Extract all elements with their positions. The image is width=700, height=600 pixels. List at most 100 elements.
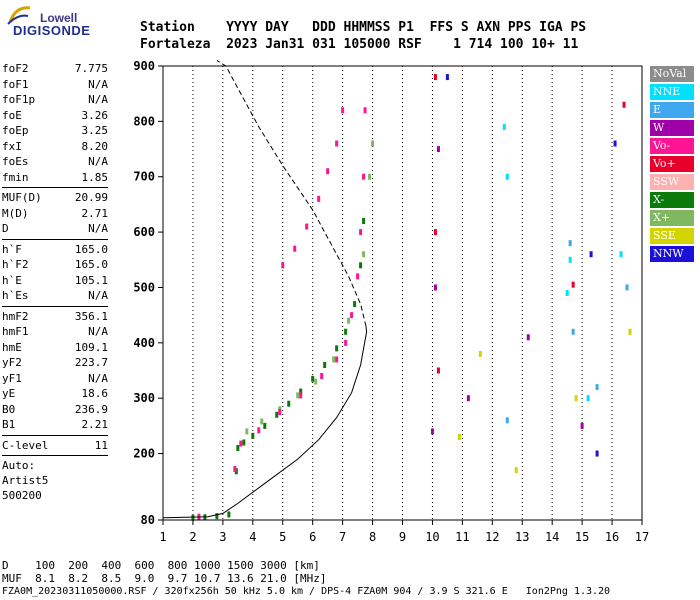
param-name: h`F xyxy=(2,242,22,256)
echo-point xyxy=(299,392,303,399)
param-row: D N/A xyxy=(2,221,108,237)
echo-point xyxy=(430,428,434,435)
param-value: N/A xyxy=(88,371,108,385)
divider xyxy=(2,434,108,436)
echo-point xyxy=(305,223,309,230)
param-value: N/A xyxy=(88,222,108,235)
param-name: foEp xyxy=(2,124,29,137)
param-row: h`F 165.0 xyxy=(2,242,108,258)
param-row: hmF2 356.1 xyxy=(2,309,108,325)
param-value: N/A xyxy=(88,155,108,168)
divider xyxy=(2,305,108,307)
echo-point xyxy=(227,511,231,518)
y-tick-label: 700 xyxy=(133,170,155,184)
x-tick-label: 15 xyxy=(575,530,589,544)
echo-point xyxy=(433,284,437,291)
param-name: hmE xyxy=(2,340,22,354)
y-tick-label: 600 xyxy=(133,225,155,239)
header-labels: Station YYYY DAY DDD HHMMSS P1 FFS S AXN… xyxy=(140,20,587,35)
param-row: foEp 3.25 xyxy=(2,123,108,139)
param-value: N/A xyxy=(88,325,108,338)
divider xyxy=(2,187,108,188)
param-value: 2.21 xyxy=(81,418,109,431)
param-value: N/A xyxy=(88,93,108,106)
chart-grid xyxy=(192,66,613,520)
param-row: hmE 109.1 xyxy=(2,340,108,356)
echo-point xyxy=(359,229,363,236)
y-tick-label: 500 xyxy=(133,280,155,294)
echo-point xyxy=(245,428,249,435)
legend-item-x-plus: X+ xyxy=(650,210,694,226)
param-value: 236.9 xyxy=(74,402,108,416)
param-row: MUF(D) 20.99 xyxy=(2,190,108,206)
param-value: 3.26 xyxy=(81,108,109,122)
echo-point xyxy=(341,107,345,114)
param-name: h`E xyxy=(2,273,22,287)
param-name: yE xyxy=(2,387,16,400)
echo-point xyxy=(257,427,261,434)
logo-lowell-text: Lowell xyxy=(40,11,78,25)
echo-point xyxy=(595,450,599,457)
param-row: B0 236.9 xyxy=(2,402,108,418)
legend-item-sse: SSE xyxy=(650,228,694,244)
x-tick-label: 14 xyxy=(545,530,559,544)
autoscaling-method: Artist5 xyxy=(2,474,49,487)
echo-point xyxy=(281,262,285,269)
echo-point xyxy=(323,361,327,368)
param-name: B1 xyxy=(2,418,16,431)
param-value: N/A xyxy=(88,77,108,91)
param-value: 105.1 xyxy=(74,273,108,287)
param-name: foF2 xyxy=(2,62,29,75)
echo-point xyxy=(457,433,461,440)
echo-point xyxy=(502,123,506,130)
echo-point xyxy=(239,440,243,447)
y-tick-label: 900 xyxy=(133,59,155,73)
parameters-panel: foF2 7.775 foF1 N/A foF1p N/A foE 3.26 foEp 3… xyxy=(2,61,108,503)
logo-digisonde-text: DIGISONDE xyxy=(13,23,91,38)
params-group-1: foF2 7.775 foF1 N/A foF1p N/A foE 3.26 foEp 3… xyxy=(2,61,108,185)
x-tick-label: 12 xyxy=(485,530,499,544)
param-row: fmin 1.85 xyxy=(2,170,108,186)
echo-point xyxy=(236,445,240,452)
echo-point xyxy=(574,395,578,402)
legend-item-vo-plus: Vo+ xyxy=(650,156,694,172)
x-tick-label: 10 xyxy=(425,530,439,544)
echo-point xyxy=(344,339,348,346)
echo-point xyxy=(299,388,303,395)
x-tick-label: 3 xyxy=(219,530,226,544)
legend-item-vo-minus: Vo- xyxy=(650,138,694,154)
divider xyxy=(2,238,108,240)
digisonde-logo-icon xyxy=(7,6,31,25)
echo-point xyxy=(332,356,336,363)
param-value: 8.20 xyxy=(81,139,109,153)
echo-point xyxy=(215,513,219,520)
legend-item-nne: NNE xyxy=(650,84,694,100)
param-row: hmF1 N/A xyxy=(2,324,108,340)
echo-point xyxy=(278,409,282,416)
echo-point xyxy=(445,74,449,81)
y-tick-label: 200 xyxy=(133,447,155,461)
echo-point xyxy=(586,395,590,402)
param-value: 356.1 xyxy=(74,309,108,323)
echo-point xyxy=(625,284,629,291)
param-value: 165.0 xyxy=(74,242,108,256)
echo-point xyxy=(326,168,330,175)
param-name: foEs xyxy=(2,155,29,168)
y-tick-label: 300 xyxy=(133,391,155,405)
echo-point xyxy=(344,328,348,335)
echo-point xyxy=(233,466,237,473)
param-name: yF1 xyxy=(2,371,22,385)
param-row: foF1p N/A xyxy=(2,92,108,108)
echo-point xyxy=(622,101,626,108)
param-name: D xyxy=(2,222,9,235)
param-row: B1 2.21 xyxy=(2,417,108,433)
echo-point xyxy=(359,262,363,269)
echo-point xyxy=(571,328,575,335)
echo-point xyxy=(362,218,366,225)
param-name: M(D) xyxy=(2,206,29,220)
param-value: 3.25 xyxy=(81,124,109,137)
legend-item-noval: NoVal xyxy=(650,66,694,82)
echo-point xyxy=(293,245,297,252)
echo-point xyxy=(436,146,440,153)
echo-point xyxy=(191,514,195,521)
